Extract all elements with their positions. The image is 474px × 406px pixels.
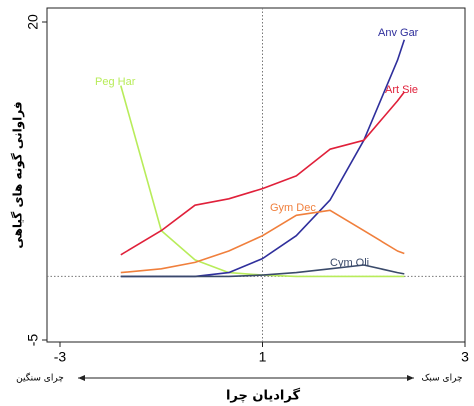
series-line xyxy=(120,264,405,278)
series-line xyxy=(120,85,405,278)
series-label: Cym Oli xyxy=(330,257,369,269)
series-line xyxy=(120,91,405,256)
annotation: چرای سنگین xyxy=(16,372,64,384)
y-axis-title: فراوانی گونه های گیاهی xyxy=(11,101,26,248)
plot-frame xyxy=(46,7,466,343)
series-label: Anv Gar xyxy=(378,27,419,39)
annotation: چرای سبک xyxy=(421,374,462,384)
series-line xyxy=(120,209,405,274)
y-tick-label: 20 xyxy=(25,14,41,30)
x-tick-label: 3 xyxy=(461,349,469,365)
x-tick-label: 1 xyxy=(259,349,267,365)
series-label: Art Sie xyxy=(385,84,418,96)
x-axis-title: گرادیان چرا xyxy=(226,388,301,404)
series-label: Gym Dec xyxy=(270,202,316,214)
y-tick-label: -5 xyxy=(25,334,41,347)
x-tick-label: -3 xyxy=(54,349,67,365)
series-label: Peg Har xyxy=(95,76,136,88)
